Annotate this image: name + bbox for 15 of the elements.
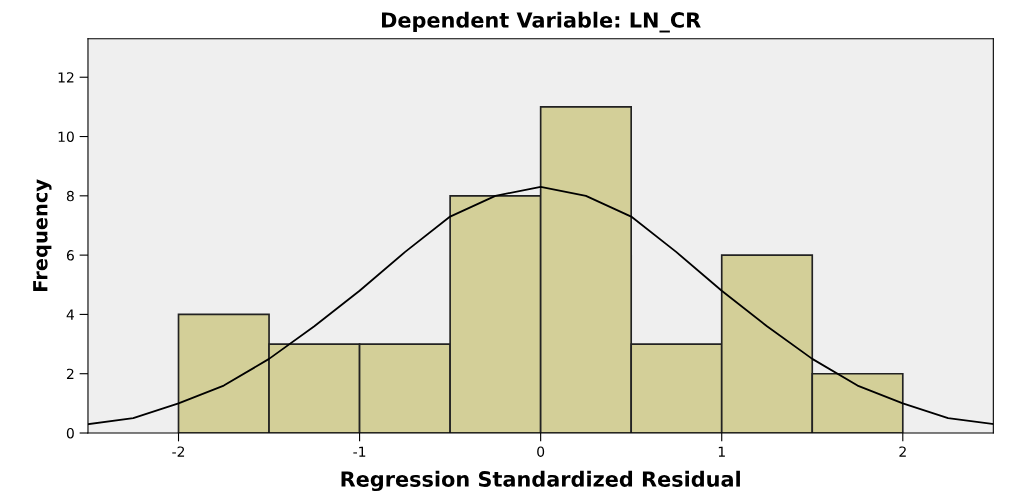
x-tick-label: 0	[537, 446, 545, 457]
y-tick-label: 12	[58, 72, 74, 83]
x-tick-label: -2	[172, 446, 185, 457]
y-tick-label: 0	[66, 427, 74, 439]
y-tick-label: 10	[58, 131, 74, 142]
x-axis-title: Regression Standardized Residual	[341, 470, 740, 492]
y-tick-label: 8	[66, 190, 74, 202]
y-tick-label: 2	[66, 368, 74, 379]
chart-title: Dependent Variable: LN_CR	[382, 11, 701, 33]
x-tick-label: -1	[353, 446, 366, 457]
x-tick-label: 2	[899, 446, 906, 457]
y-tick-label: 4	[66, 309, 74, 320]
x-tick-label: 1	[718, 446, 725, 457]
y-axis-title: Frequency	[33, 179, 52, 291]
y-tick-label: 6	[66, 250, 74, 261]
